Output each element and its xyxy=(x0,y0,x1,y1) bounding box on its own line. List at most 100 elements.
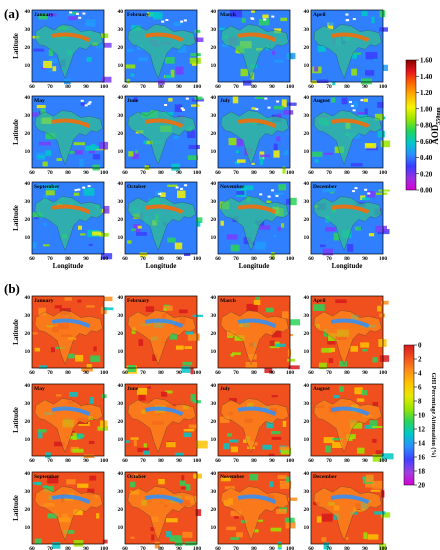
map-patch xyxy=(278,184,287,191)
missing-data-patch xyxy=(87,102,91,105)
map-patch xyxy=(283,150,289,156)
igp-band xyxy=(237,204,277,215)
map-patch xyxy=(88,440,95,445)
map-patch xyxy=(125,440,130,443)
x-tick-label: 100 xyxy=(100,546,109,550)
x-tick-label: 60 xyxy=(215,170,221,176)
colorbar-tick-label: 1.20 xyxy=(420,89,433,97)
map-patch xyxy=(259,157,264,165)
map-patch xyxy=(143,443,147,448)
igp-band xyxy=(237,32,277,43)
y-tick-label: 30 xyxy=(304,313,310,319)
x-tick-label: 60 xyxy=(122,256,128,262)
map-patch xyxy=(322,248,333,256)
x-tick-label: 90 xyxy=(83,170,89,176)
y-tick-label: 30 xyxy=(118,113,124,119)
map-patch xyxy=(144,165,150,171)
map-patch xyxy=(80,233,86,236)
missing-data-patch xyxy=(77,188,81,191)
map-patch xyxy=(236,159,246,163)
x-tick-label: 100 xyxy=(379,256,388,262)
map-patch xyxy=(374,113,384,121)
map-patch xyxy=(182,361,193,366)
y-tick-label: 30 xyxy=(118,199,124,205)
missing-data-patch xyxy=(263,18,267,21)
map-patch xyxy=(259,225,271,230)
map-patch xyxy=(127,48,134,53)
map-patch xyxy=(271,436,282,440)
y-tick-label: 30 xyxy=(25,113,31,119)
month-label: June xyxy=(127,98,139,104)
colorbar-tick-label: 16 xyxy=(418,454,426,462)
y-tick-label: 20 xyxy=(211,131,217,137)
map-patch xyxy=(54,305,62,309)
month-label: May xyxy=(34,386,45,392)
y-tick-label: 20 xyxy=(25,217,31,223)
missing-data-patch xyxy=(367,192,371,195)
map-patch xyxy=(364,143,377,149)
map-patch xyxy=(365,474,374,483)
x-tick-label: 80 xyxy=(251,256,257,262)
missing-data-patch xyxy=(78,16,82,19)
map-patch xyxy=(352,52,361,56)
x-tick-label: 80 xyxy=(65,84,71,90)
map-patch xyxy=(163,308,167,311)
map-patch xyxy=(367,191,376,198)
igp-band xyxy=(51,494,91,505)
map-patch xyxy=(38,307,46,316)
x-tick-label: 70 xyxy=(233,458,239,464)
igp-band xyxy=(144,406,184,417)
map-patch xyxy=(241,185,254,191)
y-tick-label: 20 xyxy=(118,217,124,223)
y-tick-label: 20 xyxy=(118,131,124,137)
map-patch xyxy=(371,16,375,24)
month-label: July xyxy=(220,386,230,392)
x-tick-label: 60 xyxy=(29,458,35,464)
map-patch xyxy=(38,141,51,146)
map-patch xyxy=(245,361,258,369)
x-tick-label: 100 xyxy=(100,370,109,376)
map-patch xyxy=(381,64,388,71)
map-patch xyxy=(234,161,240,165)
missing-data-patch xyxy=(267,195,271,198)
map-patch xyxy=(286,198,291,205)
x-tick-label: 90 xyxy=(83,370,89,376)
x-tick-label: 70 xyxy=(326,170,332,176)
map-patch xyxy=(134,473,139,477)
x-tick-label: 90 xyxy=(83,458,89,464)
map-patch xyxy=(230,446,238,453)
map-patch xyxy=(361,11,368,17)
map-patch xyxy=(125,64,136,69)
map-patch xyxy=(77,483,89,488)
map-patch xyxy=(270,527,282,532)
map-patch xyxy=(226,433,232,437)
map-patch xyxy=(277,113,282,118)
missing-data-patch xyxy=(180,20,184,23)
map-patch xyxy=(229,439,239,443)
map-patch xyxy=(378,339,387,347)
y-axis-label: Latitude xyxy=(12,407,20,433)
map-patch xyxy=(73,142,85,146)
y-tick-label: 10 xyxy=(25,437,31,443)
x-tick-label: 70 xyxy=(140,458,146,464)
map-patch xyxy=(365,70,375,76)
map-patch xyxy=(280,17,288,22)
map-patch xyxy=(130,437,139,440)
missing-data-patch xyxy=(271,15,275,18)
map-patch xyxy=(126,79,130,84)
x-tick-label: 60 xyxy=(215,546,221,550)
colorbar-tick-label: 14 xyxy=(418,440,426,448)
x-tick-label: 90 xyxy=(83,84,89,90)
map-patch xyxy=(272,51,276,55)
map-patch xyxy=(253,529,259,533)
x-tick-label: 70 xyxy=(140,256,146,262)
map-patch xyxy=(180,486,190,490)
map-patch xyxy=(321,513,333,522)
missing-data-patch xyxy=(180,187,184,190)
map-patch xyxy=(68,15,77,21)
map-patch xyxy=(219,416,230,423)
map-patch xyxy=(40,108,46,115)
map-patch xyxy=(323,542,329,550)
